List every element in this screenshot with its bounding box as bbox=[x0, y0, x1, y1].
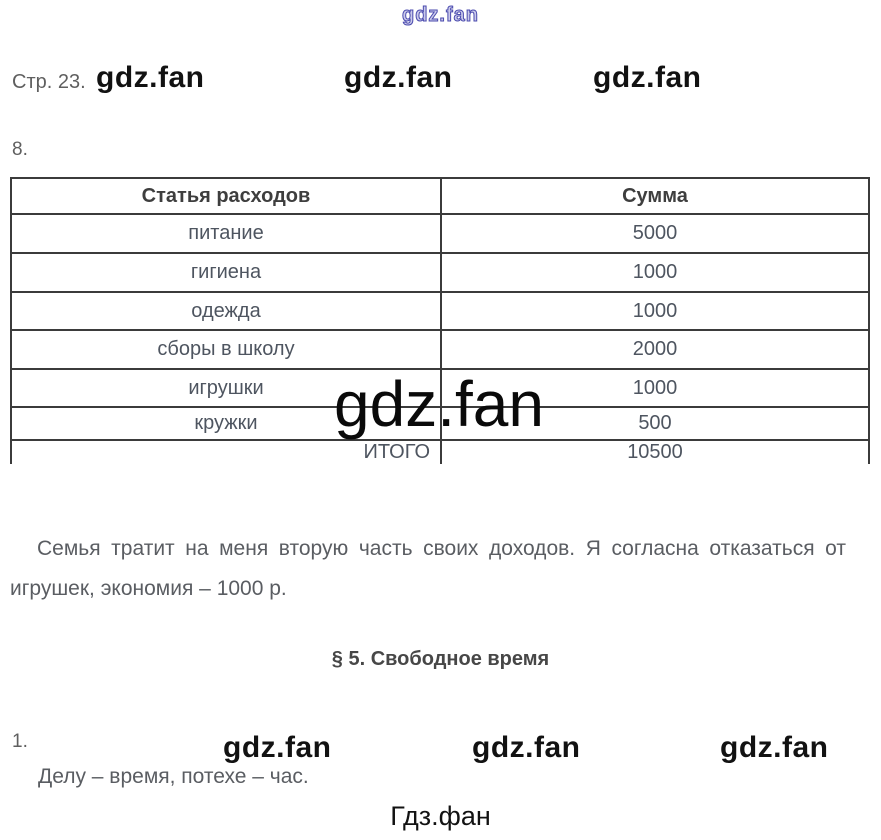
expenses-table: Статья расходов Сумма питание 5000 гигие… bbox=[10, 177, 870, 464]
expense-item-cell: гигиена bbox=[12, 254, 442, 291]
expense-item-cell: ИТОГО bbox=[12, 441, 442, 464]
table-row: кружки 500 bbox=[12, 408, 868, 441]
watermark-row2-3: gdz.fan bbox=[720, 731, 829, 764]
big-center-watermark: gdz.fan bbox=[334, 368, 544, 440]
watermark-row1-3: gdz.fan bbox=[593, 61, 702, 94]
header-sum: Сумма bbox=[622, 184, 688, 207]
expense-sum-cell: 500 bbox=[638, 412, 672, 434]
table-row: гигиена 1000 bbox=[12, 254, 868, 293]
section-heading: § 5. Свободное время bbox=[331, 648, 550, 670]
expense-sum-cell: 2000 bbox=[632, 338, 678, 360]
table-row: ИТОГО 10500 bbox=[12, 441, 868, 464]
top-watermark: gdz.fan bbox=[402, 4, 479, 27]
answer-paragraph: Семья тратит на меня вторую часть своих … bbox=[10, 529, 846, 609]
expense-sum-cell: 5000 bbox=[632, 222, 678, 244]
expense-item-cell: кружки bbox=[12, 408, 442, 439]
answer-paragraph-line1: Семья тратит на меня вторую часть своих … bbox=[37, 537, 846, 560]
watermark-row1-1: gdz.fan bbox=[96, 61, 205, 94]
expense-item-cell: игрушки bbox=[12, 370, 442, 406]
table-row: сборы в школу 2000 bbox=[12, 331, 868, 370]
watermark-row2-2: gdz.fan bbox=[472, 731, 581, 764]
page-number-label: Стр. 23. bbox=[12, 71, 86, 93]
answer-paragraph-line2: игрушек, экономия – 1000 р. bbox=[10, 577, 287, 600]
expense-sum-cell: 10500 bbox=[627, 441, 683, 463]
table-row: одежда 1000 bbox=[12, 293, 868, 331]
table-row: питание 5000 bbox=[12, 215, 868, 254]
watermark-row2-1: gdz.fan bbox=[223, 731, 332, 764]
expenses-table-header-row: Статья расходов Сумма bbox=[12, 179, 868, 215]
expense-sum-cell: 1000 bbox=[632, 376, 678, 399]
footer-brand: Гдз.фан bbox=[390, 801, 491, 831]
expense-item-cell: питание bbox=[12, 215, 442, 252]
expense-sum-cell: 1000 bbox=[632, 261, 678, 283]
proverb-text: Делу – время, потехе – час. bbox=[38, 765, 309, 788]
table-row: игрушки 1000 bbox=[12, 370, 868, 408]
header-expense-item: Статья расходов bbox=[12, 179, 442, 213]
expense-sum-cell: 1000 bbox=[632, 299, 678, 322]
task-8-label: 8. bbox=[12, 139, 28, 160]
task-1-label: 1. bbox=[12, 731, 28, 752]
expense-item-cell: одежда bbox=[12, 293, 442, 329]
expense-item-cell: сборы в школу bbox=[12, 331, 442, 368]
watermark-row1-2: gdz.fan bbox=[344, 61, 453, 94]
